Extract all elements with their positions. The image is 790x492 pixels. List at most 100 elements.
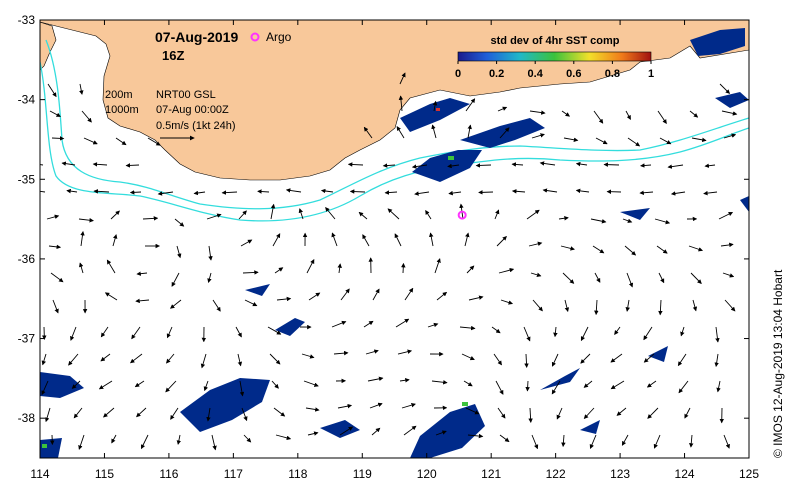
current-arrow <box>131 326 141 340</box>
current-arrow <box>208 245 213 261</box>
current-arrow <box>467 124 472 139</box>
current-arrow <box>526 209 540 220</box>
current-arrow <box>494 209 500 220</box>
current-arrow <box>614 326 621 336</box>
current-arrow <box>70 326 77 341</box>
current-arrow <box>81 110 92 123</box>
current-arrow <box>429 232 434 247</box>
current-arrow <box>622 218 633 223</box>
current-arrow <box>684 407 691 419</box>
current-arrow <box>468 295 484 301</box>
current-arrow <box>493 353 502 366</box>
current-arrow <box>397 349 413 355</box>
current-arrow <box>206 407 211 422</box>
current-arrow <box>166 353 175 364</box>
current-arrow <box>237 353 243 367</box>
current-arrow <box>627 137 641 147</box>
current-arrow <box>688 245 704 252</box>
current-arrow <box>401 403 416 409</box>
current-arrow <box>647 407 659 419</box>
current-arrow <box>542 188 558 193</box>
current-arrow <box>467 433 484 439</box>
current-arrow <box>427 322 439 328</box>
current-arrow <box>384 190 398 195</box>
current-arrow <box>594 299 599 316</box>
current-arrow <box>561 110 571 117</box>
current-arrow <box>171 272 180 287</box>
current-arrow <box>78 218 94 223</box>
current-arrow <box>659 137 672 145</box>
current-arrow <box>166 326 173 339</box>
colorbar-tick-label: 0 <box>455 68 461 80</box>
current-arrow <box>130 353 143 364</box>
current-arrow <box>337 403 353 409</box>
current-arrow <box>98 380 113 390</box>
current-arrow <box>580 326 589 342</box>
current-arrow <box>48 244 62 250</box>
current-arrow <box>531 133 545 139</box>
current-arrow <box>396 126 405 139</box>
current-arrow <box>206 213 222 220</box>
current-arrow <box>358 211 368 220</box>
current-arrow <box>580 353 591 364</box>
current-arrow <box>459 325 476 331</box>
current-arrow <box>562 272 575 284</box>
current-arrow <box>621 434 629 446</box>
current-arrow <box>285 188 302 193</box>
current-arrow <box>715 326 720 343</box>
current-arrow <box>142 216 159 221</box>
current-arrow <box>575 188 590 194</box>
current-arrow <box>267 326 282 335</box>
current-arrow <box>269 353 281 365</box>
current-arrow <box>320 188 334 194</box>
current-arrow <box>140 434 149 450</box>
product-label: NRT00 GSL <box>156 89 216 101</box>
current-arrow <box>589 434 597 449</box>
colorbar-title: std dev of 4hr SST comp <box>491 35 620 47</box>
current-arrow <box>703 190 718 196</box>
current-arrow <box>372 288 380 301</box>
current-arrow <box>626 272 634 288</box>
current-arrow <box>273 407 286 417</box>
current-arrow <box>551 380 561 395</box>
current-arrow <box>73 407 83 419</box>
current-arrow <box>275 434 292 441</box>
current-arrow <box>593 110 604 124</box>
current-arrow <box>238 210 247 220</box>
current-arrow <box>466 265 475 274</box>
current-arrow <box>529 110 546 115</box>
axis-ticks <box>39 19 750 458</box>
current-arrow <box>465 407 480 415</box>
current-arrow <box>583 380 593 388</box>
current-arrow <box>499 434 510 443</box>
current-arrow <box>594 272 601 283</box>
current-arrow <box>387 208 400 220</box>
lon-tick-label: 123 <box>610 467 630 481</box>
current-arrow <box>603 162 620 167</box>
current-arrow <box>298 208 304 220</box>
current-arrow <box>583 407 595 420</box>
current-arrow <box>670 191 686 196</box>
sst-speckles <box>42 108 468 448</box>
current-arrow <box>497 407 506 419</box>
current-arrow <box>78 434 85 450</box>
current-arrow <box>592 245 605 254</box>
current-arrow <box>680 326 685 337</box>
colorbar-tick-label: 0.2 <box>489 68 504 80</box>
current-arrow <box>658 272 665 284</box>
lon-tick-label: 118 <box>288 467 307 481</box>
current-arrow <box>724 299 736 312</box>
argo-legend-marker <box>250 32 260 42</box>
current-arrow <box>464 232 470 247</box>
current-arrow <box>325 207 336 220</box>
current-arrow <box>398 95 404 112</box>
argo-legend-label: Argo <box>266 30 292 44</box>
current-arrow <box>610 380 625 390</box>
current-arrow <box>306 259 315 274</box>
lon-tick-label: 115 <box>95 467 114 481</box>
current-arrow <box>719 83 731 94</box>
current-arrow <box>658 299 663 316</box>
current-arrow <box>723 133 737 139</box>
colorbar-tick-label: 0.4 <box>528 68 544 80</box>
